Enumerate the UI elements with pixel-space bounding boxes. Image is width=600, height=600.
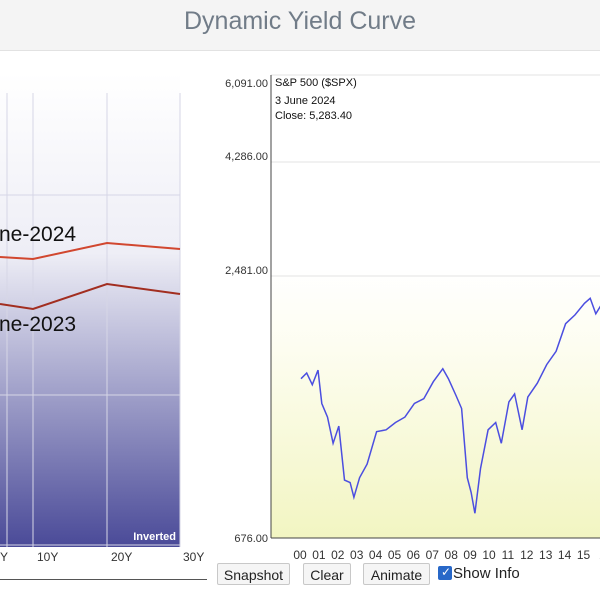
show-info-label: Show Info: [453, 565, 520, 582]
yield-curve-panel: ne-2024 ne-2023 Inverted Y 10Y 20Y 30Y: [0, 73, 210, 600]
sp500-plot-area: [271, 269, 600, 538]
sp500-x-axis: 000102030405060708091011121314151: [293, 548, 600, 562]
yield-plot-area: [0, 73, 180, 547]
timeline-slider-track[interactable]: [0, 579, 207, 580]
sp500-y-tick: 4,286.00: [225, 151, 268, 163]
sp500-x-tick: 08: [445, 548, 459, 562]
sp500-x-tick: 02: [331, 548, 345, 562]
header-bar: Dynamic Yield Curve: [0, 0, 600, 51]
sp500-x-tick: 11: [502, 548, 515, 562]
sp500-x-tick: 09: [463, 548, 477, 562]
sp500-x-tick: 10: [482, 548, 496, 562]
sp500-x-tick: 12: [520, 548, 534, 562]
sp500-price-line: [300, 297, 600, 514]
inverted-label: Inverted: [133, 531, 176, 543]
sp500-plot-area-top: [271, 75, 600, 269]
show-info-checkbox[interactable]: ✓: [438, 565, 452, 580]
sp500-y-tick: 2,481.00: [225, 265, 268, 277]
sp500-x-tick: 15: [577, 548, 591, 562]
sp500-x-tick: 04: [369, 548, 383, 562]
yield-curve-chart: ne-2024 ne-2023 Inverted Y 10Y 20Y 30Y: [0, 73, 204, 564]
yield-x-tick: Y: [0, 550, 8, 564]
sp500-gridlines: [271, 74, 600, 277]
sp500-y-axis: 6,091.00 4,286.00 2,481.00 676.00: [225, 78, 268, 545]
page-title: Dynamic Yield Curve: [183, 7, 417, 35]
sp500-x-tick: 05: [388, 548, 402, 562]
sp500-x-tick: 07: [426, 548, 440, 562]
yield-x-tick: 30Y: [183, 550, 204, 564]
yield-line-2023: [0, 282, 181, 311]
yield-x-axis: Y 10Y 20Y 30Y: [0, 550, 204, 564]
sp500-x-tick: 01: [312, 548, 326, 562]
series-label-2023: ne-2023: [0, 313, 76, 336]
sp500-y-tick: 676.00: [234, 533, 268, 545]
yield-x-tick: 10Y: [37, 550, 58, 564]
yield-line-2024: [0, 241, 181, 261]
clear-button[interactable]: Clear: [303, 563, 351, 585]
sp500-x-tick: 13: [539, 548, 553, 562]
sp500-x-tick: 06: [407, 548, 421, 562]
yield-x-tick: 20Y: [111, 550, 132, 564]
animate-button[interactable]: Animate: [363, 563, 430, 585]
info-date: 3 June 2024: [275, 95, 336, 107]
sp500-x-tick: 14: [558, 548, 572, 562]
sp500-x-tick: 03: [350, 548, 364, 562]
sp500-chart: 6,091.00 4,286.00 2,481.00 676.00 S&P 50…: [225, 74, 600, 562]
sp500-x-tick: 00: [293, 548, 307, 562]
sp500-info-box: S&P 500 ($SPX) 3 June 2024 Close: 5,283.…: [275, 77, 357, 122]
yield-gridlines: [0, 93, 181, 547]
sp500-panel: 6,091.00 4,286.00 2,481.00 676.00 S&P 50…: [210, 73, 600, 600]
snapshot-button[interactable]: Snapshot: [217, 563, 290, 585]
sp500-y-tick: 6,091.00: [225, 78, 268, 90]
info-symbol: S&P 500 ($SPX): [275, 77, 357, 89]
series-label-2024: ne-2024: [0, 223, 76, 246]
info-close: Close: 5,283.40: [275, 110, 352, 122]
checkmark-icon: ✓: [441, 565, 452, 579]
